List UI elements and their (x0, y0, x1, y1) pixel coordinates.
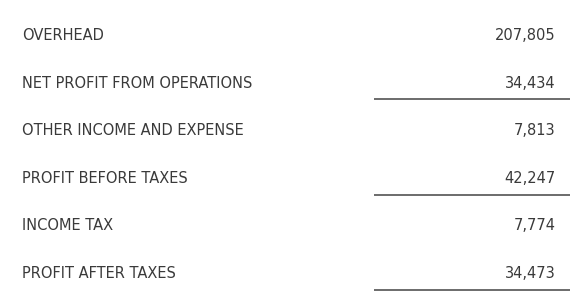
Text: INCOME TAX: INCOME TAX (22, 218, 113, 233)
Text: 7,774: 7,774 (514, 218, 556, 233)
Text: OTHER INCOME AND EXPENSE: OTHER INCOME AND EXPENSE (22, 123, 244, 138)
Text: NET PROFIT FROM OPERATIONS: NET PROFIT FROM OPERATIONS (22, 76, 253, 91)
Text: OVERHEAD: OVERHEAD (22, 28, 104, 43)
Text: 7,813: 7,813 (514, 123, 556, 138)
Text: PROFIT BEFORE TAXES: PROFIT BEFORE TAXES (22, 171, 188, 186)
Text: 34,434: 34,434 (505, 76, 556, 91)
Text: 207,805: 207,805 (495, 28, 556, 43)
Text: 34,473: 34,473 (505, 266, 556, 281)
Text: 42,247: 42,247 (504, 171, 556, 186)
Text: PROFIT AFTER TAXES: PROFIT AFTER TAXES (22, 266, 176, 281)
